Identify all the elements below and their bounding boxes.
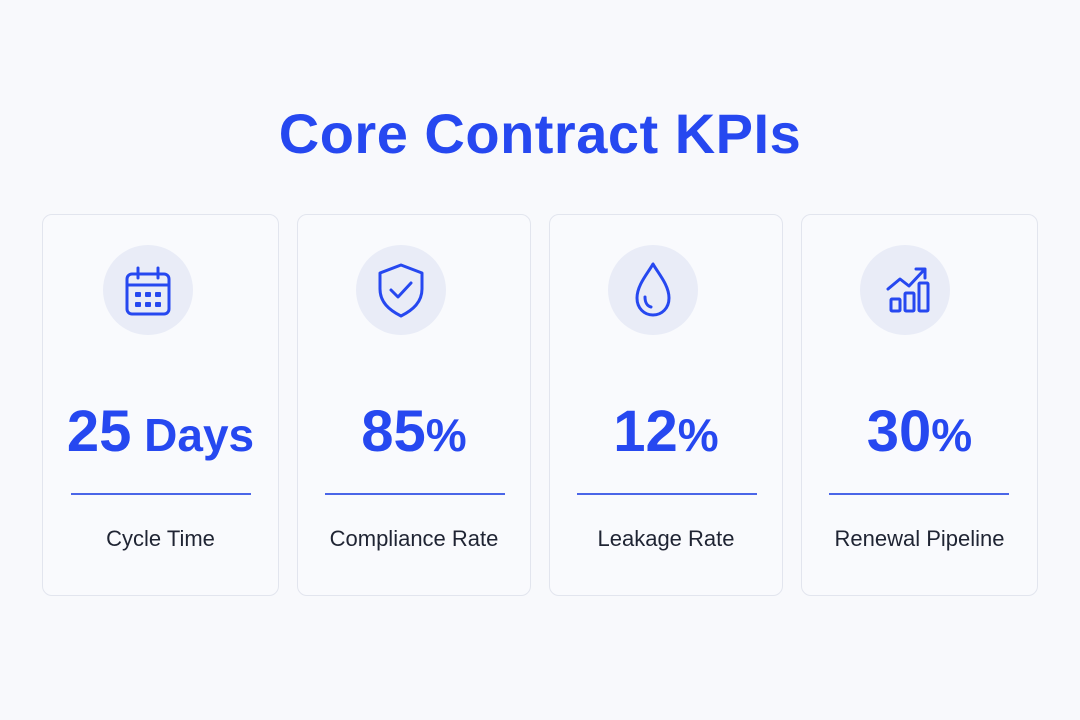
icon-badge — [356, 245, 446, 335]
kpi-divider — [325, 493, 505, 495]
water-drop-icon — [635, 262, 671, 317]
kpi-card-compliance-rate: 85% Compliance Rate — [297, 214, 531, 596]
kpi-divider — [577, 493, 757, 495]
kpi-label: Leakage Rate — [597, 526, 735, 551]
kpi-value: 85% — [298, 397, 530, 470]
kpi-label: Compliance Rate — [329, 526, 499, 551]
kpi-value: 25 Days — [43, 397, 278, 470]
kpi-unit: % — [425, 409, 467, 461]
kpi-unit: % — [677, 409, 719, 461]
kpi-divider — [829, 493, 1009, 495]
kpi-label: Renewal Pipeline — [834, 526, 1005, 551]
kpi-unit: % — [931, 409, 973, 461]
kpi-value: 12% — [550, 397, 782, 470]
shield-check-icon — [378, 263, 424, 318]
page-title: Core Contract KPIs — [278, 102, 802, 165]
calendar-icon — [125, 266, 171, 316]
kpi-cards: 25 Days Cycle Time 85% Compliance Rate — [42, 214, 1038, 598]
kpi-card-cycle-time: 25 Days Cycle Time — [42, 214, 279, 596]
kpi-number: 25 — [66, 399, 132, 464]
kpi-number: 12 — [613, 399, 678, 464]
kpi-divider — [71, 493, 251, 495]
kpi-label: Cycle Time — [106, 526, 215, 551]
kpi-value: 30% — [802, 397, 1037, 470]
icon-badge — [608, 245, 698, 335]
kpi-card-leakage-rate: 12% Leakage Rate — [549, 214, 783, 596]
kpi-number: 30 — [866, 399, 932, 464]
growth-chart-icon — [886, 267, 930, 313]
icon-badge — [860, 245, 950, 335]
kpi-number: 85 — [361, 399, 426, 464]
kpi-card-renewal-pipeline: 30% Renewal Pipeline — [801, 214, 1038, 596]
kpi-unit: Days — [131, 409, 255, 461]
icon-badge — [103, 245, 193, 335]
